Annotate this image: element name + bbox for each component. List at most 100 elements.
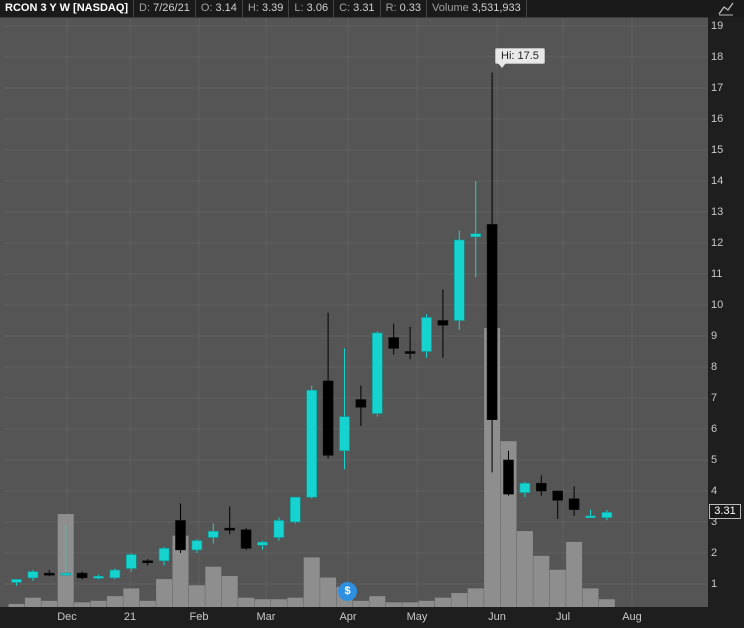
y-tick-label: 6 <box>711 423 718 435</box>
volume-bar <box>566 541 583 607</box>
volume-bar <box>188 585 205 607</box>
candlesticks <box>11 72 613 586</box>
candle-body <box>404 351 416 354</box>
volume-bar <box>549 569 566 607</box>
volume-bar <box>139 600 156 607</box>
dividend-event-icon[interactable]: $ <box>338 582 357 601</box>
y-tick-label: 4 <box>711 485 718 497</box>
candle-body <box>388 337 400 349</box>
y-tick-label: 17 <box>711 82 724 94</box>
volume-bar <box>41 600 58 607</box>
y-tick-label: 10 <box>711 299 724 311</box>
volume-bar <box>270 599 287 607</box>
candle-body <box>470 233 482 238</box>
x-tick-label: Dec <box>57 611 77 623</box>
candle-body <box>257 541 268 546</box>
y-tick-label: 19 <box>711 20 724 32</box>
candle-body <box>585 515 596 519</box>
high-field: H: 3.39 <box>243 0 290 17</box>
y-tick-label: 8 <box>711 361 718 373</box>
candle-body <box>306 389 318 498</box>
volume-bar <box>90 600 107 607</box>
volume-bar <box>369 596 386 607</box>
high-price-label: Hi: 17.5 <box>495 48 545 68</box>
candle-body <box>568 498 580 510</box>
volume-bar <box>106 596 123 607</box>
x-tick-label: 21 <box>123 611 137 623</box>
volume-bar <box>385 602 402 607</box>
chart-header: RCON 3 Y W [NASDAQ] D: 7/26/21 O: 3.14 H… <box>0 0 708 18</box>
volume-bar <box>451 593 468 607</box>
y-tick-label: 11 <box>711 268 723 280</box>
volume-bar <box>402 602 419 607</box>
candle-body <box>60 572 72 576</box>
volume-bar <box>582 588 599 607</box>
volume-bar <box>533 555 550 607</box>
candle-body <box>339 416 350 452</box>
candle-body <box>76 572 88 579</box>
volume-bar <box>467 588 484 607</box>
date-field: D: 7/26/21 <box>134 0 196 17</box>
y-tick-label: 15 <box>711 144 724 156</box>
y-tick-label: 16 <box>711 113 724 125</box>
volume-bar <box>434 597 451 607</box>
candle-body <box>371 332 383 414</box>
y-tick-label: 2 <box>711 547 718 559</box>
candle-body <box>421 317 432 352</box>
candle-body <box>453 239 465 321</box>
candle-body <box>273 520 285 538</box>
price-chart[interactable] <box>0 0 708 607</box>
candle-body <box>191 540 203 551</box>
x-tick-label: Jun <box>488 611 506 623</box>
candle-body <box>142 560 153 564</box>
volume-bar <box>287 597 304 607</box>
candle-body <box>224 527 235 531</box>
y-tick-label: 18 <box>711 51 724 63</box>
candle-body <box>109 569 121 579</box>
volume-bar <box>156 579 173 607</box>
candle-body <box>535 482 547 492</box>
volume-bar <box>221 576 238 607</box>
volume-bar <box>8 603 25 607</box>
volume-field: Volume 3,531,933 <box>427 0 527 17</box>
x-tick-label: Apr <box>339 611 357 623</box>
y-tick-label: 9 <box>711 330 718 342</box>
volume-bar <box>598 599 615 607</box>
y-tick-label: 1 <box>711 578 718 590</box>
y-tick-label: 3 <box>711 516 718 528</box>
time-axis[interactable] <box>0 607 708 628</box>
style-toggle-button[interactable] <box>708 0 744 17</box>
low-field: L: 3.06 <box>289 0 335 17</box>
x-tick-label: Aug <box>622 611 642 623</box>
volume-bar <box>205 566 222 607</box>
volume-bar <box>123 588 140 607</box>
y-tick-label: 7 <box>711 392 718 404</box>
candle-body <box>240 529 252 549</box>
candle-body <box>486 224 498 420</box>
x-tick-label: Mar <box>256 611 276 623</box>
candle-body <box>43 572 55 576</box>
volume-bar <box>320 577 337 607</box>
y-tick-label: 12 <box>711 237 724 249</box>
x-tick-label: Feb <box>189 611 209 623</box>
close-field: C: 3.31 <box>334 0 381 17</box>
range-field: R: 0.33 <box>381 0 428 17</box>
volume-bar <box>516 531 533 607</box>
candle-body <box>552 490 564 501</box>
candle-body <box>11 579 22 583</box>
x-tick-label: May <box>406 611 428 623</box>
candle-body <box>601 512 613 518</box>
last-price-marker: 3.31 <box>709 504 741 519</box>
y-tick-label: 14 <box>711 175 724 187</box>
volume-bar <box>74 602 91 607</box>
candle-body <box>355 399 367 408</box>
volume-bar <box>418 600 435 607</box>
candle-body <box>27 571 39 579</box>
candle-body <box>158 548 170 562</box>
symbol-label[interactable]: RCON 3 Y W [NASDAQ] <box>0 0 135 17</box>
volume-bar <box>24 597 41 607</box>
candle-body <box>322 380 334 456</box>
price-axis[interactable] <box>708 17 744 628</box>
gridlines <box>4 17 708 607</box>
